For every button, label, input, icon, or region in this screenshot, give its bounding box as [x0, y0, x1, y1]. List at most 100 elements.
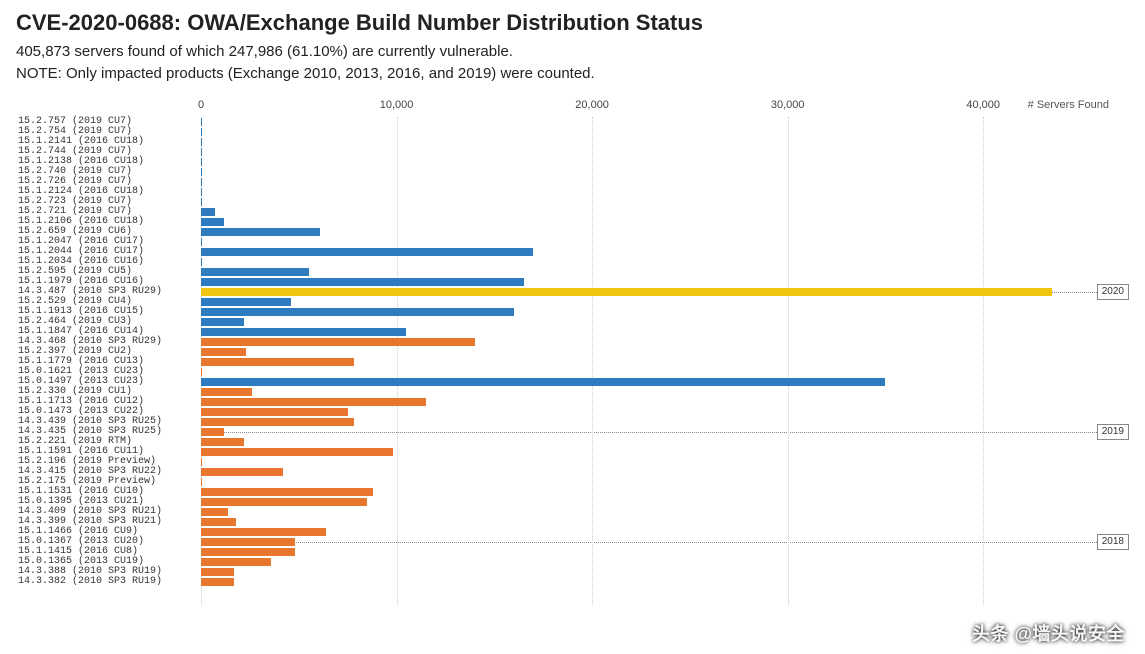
chart-container: # Servers Found 010,00020,00030,00040,00…	[16, 99, 1129, 587]
y-category-label: 15.1.1779 (2016 CU13)	[16, 357, 201, 367]
bar-row: 14.3.487 (2010 SP3 RU29)	[201, 287, 1081, 297]
bar	[201, 538, 295, 546]
y-category-label: 15.0.1621 (2013 CU23)	[16, 367, 201, 377]
bar-row: 15.1.1591 (2016 CU11)	[201, 447, 1081, 457]
x-axis: 010,00020,00030,00040,000	[201, 99, 1081, 117]
bar-row: 14.3.415 (2010 SP3 RU22)	[201, 467, 1081, 477]
bar-row: 15.2.757 (2019 CU7)	[201, 117, 1081, 127]
y-category-label: 15.1.1591 (2016 CU11)	[16, 447, 201, 457]
y-category-label: 15.1.2141 (2016 CU18)	[16, 137, 201, 147]
y-category-label: 15.1.2124 (2016 CU18)	[16, 187, 201, 197]
bar	[201, 218, 224, 226]
x-tick: 10,000	[380, 99, 414, 111]
bar-row: 14.3.382 (2010 SP3 RU19)	[201, 577, 1081, 587]
bar-row: 15.1.2106 (2016 CU18)	[201, 217, 1081, 227]
y-category-label: 14.3.409 (2010 SP3 RU21)	[16, 507, 201, 517]
gridline-vertical	[592, 117, 593, 605]
bar	[201, 238, 202, 246]
y-category-label: 15.1.1847 (2016 CU14)	[16, 327, 201, 337]
bar-row: 15.2.595 (2019 CU5)	[201, 267, 1081, 277]
y-category-label: 15.0.1365 (2013 CU19)	[16, 557, 201, 567]
year-reference-line: 2019	[201, 432, 1129, 433]
bar	[201, 318, 244, 326]
x-tick: 0	[198, 99, 204, 111]
y-category-label: 15.0.1367 (2013 CU20)	[16, 537, 201, 547]
y-category-label: 15.2.196 (2019 Preview)	[16, 457, 201, 467]
bar	[201, 558, 271, 566]
bar-series: 15.2.757 (2019 CU7)15.2.754 (2019 CU7)15…	[201, 117, 1081, 587]
gridline-vertical	[397, 117, 398, 605]
y-category-label: 15.2.221 (2019 RTM)	[16, 437, 201, 447]
bar-row: 15.1.2141 (2016 CU18)	[201, 137, 1081, 147]
bar	[201, 348, 246, 356]
bar	[201, 448, 393, 456]
y-category-label: 15.1.1713 (2016 CU12)	[16, 397, 201, 407]
y-category-label: 14.3.382 (2010 SP3 RU19)	[16, 577, 201, 587]
bar	[201, 378, 885, 386]
bar-row: 15.0.1621 (2013 CU23)	[201, 367, 1081, 377]
bar-row: 14.3.409 (2010 SP3 RU21)	[201, 507, 1081, 517]
bar	[201, 478, 202, 486]
bar	[201, 248, 533, 256]
y-category-label: 15.2.595 (2019 CU5)	[16, 267, 201, 277]
y-category-label: 15.2.740 (2019 CU7)	[16, 167, 201, 177]
chart-title: CVE-2020-0688: OWA/Exchange Build Number…	[16, 10, 1129, 36]
x-tick: 40,000	[966, 99, 1000, 111]
y-category-label: 15.2.175 (2019 Preview)	[16, 477, 201, 487]
bar	[201, 228, 320, 236]
bar	[201, 288, 1052, 296]
y-category-label: 14.3.439 (2010 SP3 RU25)	[16, 417, 201, 427]
bar-row: 15.1.1415 (2016 CU8)	[201, 547, 1081, 557]
bar-row: 15.2.726 (2019 CU7)	[201, 177, 1081, 187]
bar-row: 14.3.468 (2010 SP3 RU29)	[201, 337, 1081, 347]
y-category-label: 14.3.415 (2010 SP3 RU22)	[16, 467, 201, 477]
bar-row: 15.1.1779 (2016 CU13)	[201, 357, 1081, 367]
y-category-label: 15.2.529 (2019 CU4)	[16, 297, 201, 307]
gridline-vertical	[788, 117, 789, 605]
bar-row: 15.1.2034 (2016 CU16)	[201, 257, 1081, 267]
y-category-label: 15.1.2034 (2016 CU16)	[16, 257, 201, 267]
bar-row: 15.0.1365 (2013 CU19)	[201, 557, 1081, 567]
bar	[201, 498, 367, 506]
bar	[201, 458, 202, 466]
y-category-label: 15.2.659 (2019 CU6)	[16, 227, 201, 237]
x-tick: 20,000	[575, 99, 609, 111]
bar	[201, 308, 514, 316]
bar-row: 15.1.1713 (2016 CU12)	[201, 397, 1081, 407]
bar-row: 15.0.1497 (2013 CU23)	[201, 377, 1081, 387]
bar-row: 15.2.659 (2019 CU6)	[201, 227, 1081, 237]
bar-row: 15.2.221 (2019 RTM)	[201, 437, 1081, 447]
y-category-label: 15.1.2106 (2016 CU18)	[16, 217, 201, 227]
bar	[201, 128, 202, 136]
bar-row: 15.2.744 (2019 CU7)	[201, 147, 1081, 157]
bar	[201, 208, 215, 216]
bar-row: 15.0.1395 (2013 CU21)	[201, 497, 1081, 507]
y-category-label: 15.1.2044 (2016 CU17)	[16, 247, 201, 257]
y-category-label: 15.1.1979 (2016 CU16)	[16, 277, 201, 287]
y-category-label: 14.3.399 (2010 SP3 RU21)	[16, 517, 201, 527]
bar-row: 15.2.464 (2019 CU3)	[201, 317, 1081, 327]
bar	[201, 178, 202, 186]
bar-row: 15.2.330 (2019 CU1)	[201, 387, 1081, 397]
bar	[201, 398, 426, 406]
y-category-label: 14.3.435 (2010 SP3 RU25)	[16, 427, 201, 437]
bar	[201, 148, 202, 156]
y-category-label: 15.2.723 (2019 CU7)	[16, 197, 201, 207]
bar	[201, 138, 202, 146]
bar	[201, 548, 295, 556]
y-category-label: 15.2.726 (2019 CU7)	[16, 177, 201, 187]
bar	[201, 488, 373, 496]
bar	[201, 338, 475, 346]
bar-row: 15.2.723 (2019 CU7)	[201, 197, 1081, 207]
bar	[201, 188, 202, 196]
y-category-label: 15.1.1415 (2016 CU8)	[16, 547, 201, 557]
y-category-label: 14.3.388 (2010 SP3 RU19)	[16, 567, 201, 577]
bar	[201, 438, 244, 446]
bar	[201, 368, 202, 376]
y-category-label: 15.1.1531 (2016 CU10)	[16, 487, 201, 497]
y-category-label: 15.2.744 (2019 CU7)	[16, 147, 201, 157]
bar-row: 15.1.2044 (2016 CU17)	[201, 247, 1081, 257]
bar	[201, 268, 309, 276]
bar	[201, 428, 224, 436]
year-badge: 2018	[1097, 534, 1129, 550]
